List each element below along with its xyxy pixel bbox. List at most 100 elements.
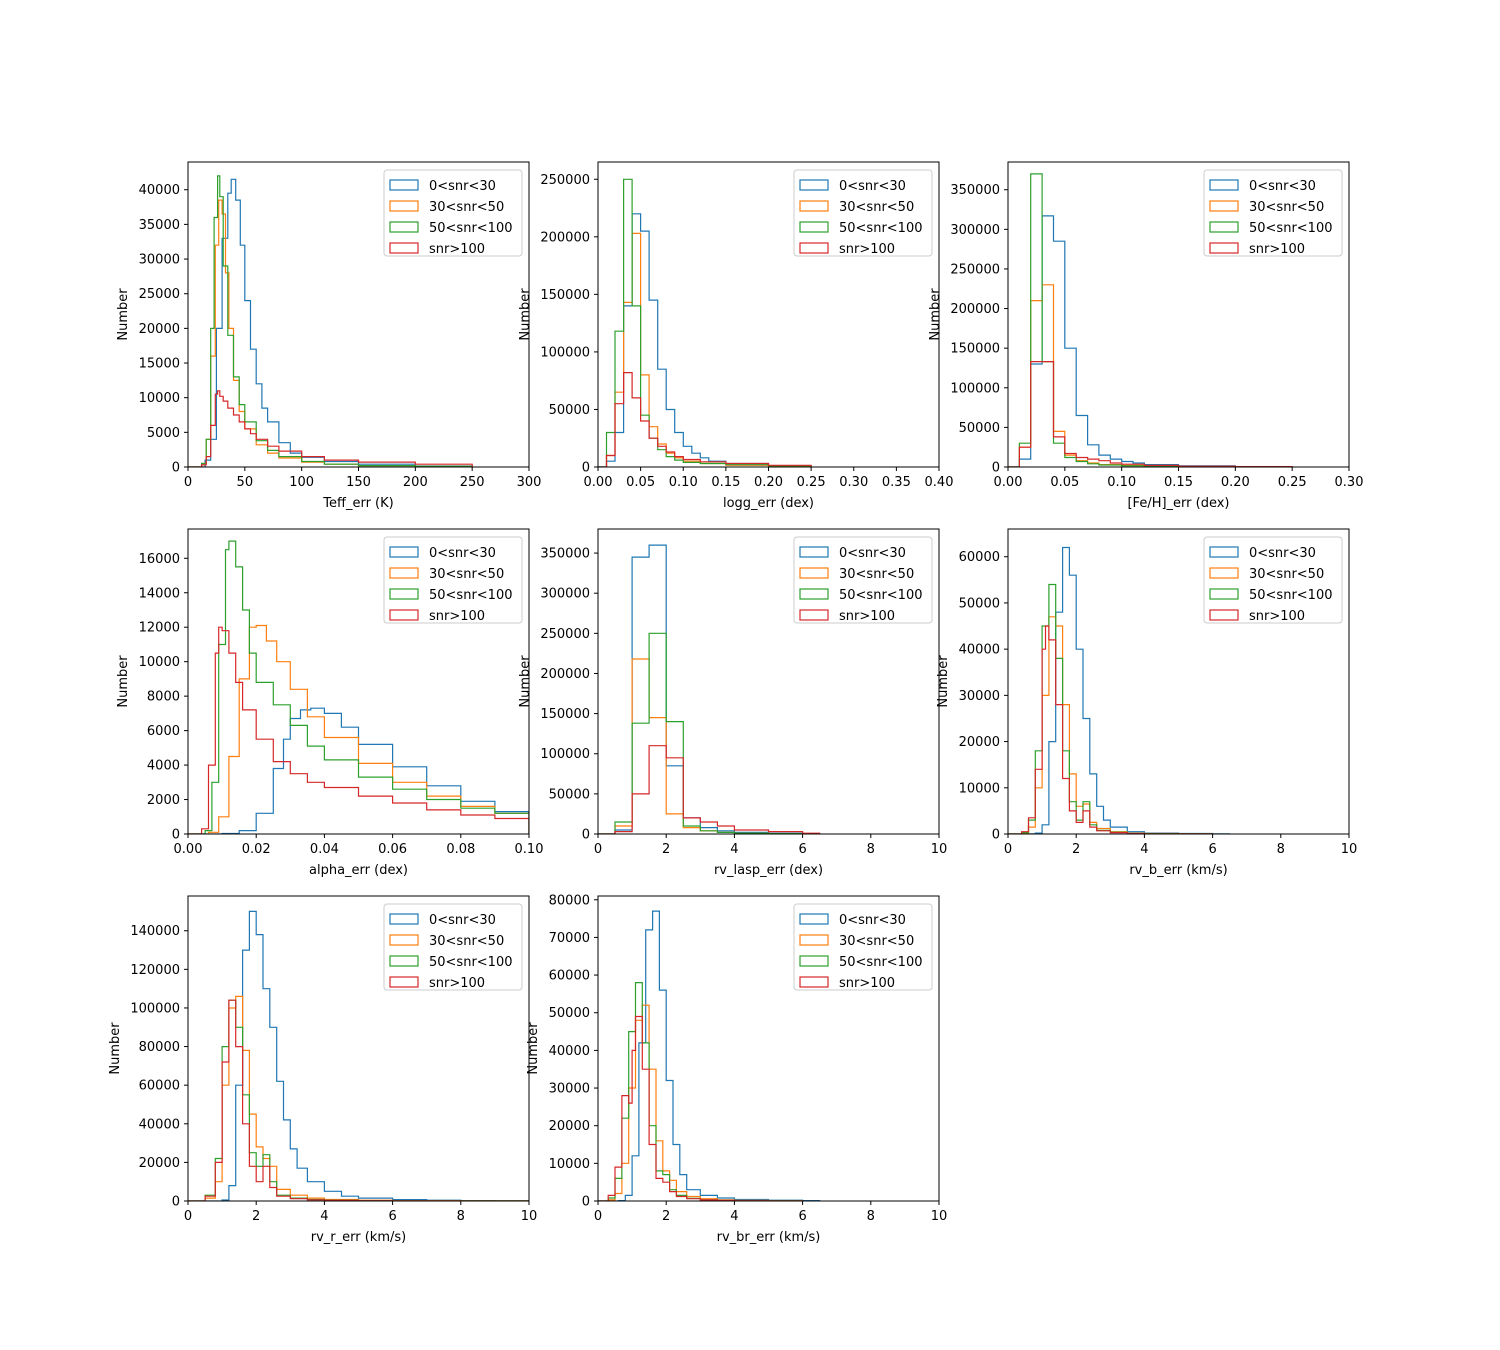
y-tick-label: 200000 — [540, 230, 590, 245]
legend-entry-label: 30<snr<50 — [1249, 567, 1324, 582]
y-tick-label: 0 — [582, 1195, 590, 1210]
legend-entry-label: snr>100 — [839, 609, 895, 624]
legend-swatch — [389, 588, 419, 600]
y-tick-label: 35000 — [139, 218, 180, 233]
x-tick-label: 0.10 — [515, 842, 544, 857]
legend-frame — [793, 903, 933, 991]
x-tick-label: 0.00 — [994, 475, 1023, 490]
x-tick-label: 6 — [388, 1209, 396, 1224]
x-tick-label: 0.15 — [711, 475, 740, 490]
series-line-4 — [598, 1015, 804, 1201]
legend-entry-label: 30<snr<50 — [1249, 200, 1324, 215]
legend: 0<snr<30 30<snr<50 50<snr<100 snr>100 — [383, 903, 523, 991]
x-tick-label: 0.02 — [242, 842, 271, 857]
y-tick-label: 60000 — [139, 1079, 180, 1094]
legend-entry-label: snr>100 — [429, 609, 485, 624]
y-tick-label: 14000 — [139, 586, 180, 601]
series-line-4 — [188, 999, 529, 1201]
legend: 0<snr<30 30<snr<50 50<snr<100 snr>100 — [1203, 536, 1343, 624]
x-tick-label: 0.10 — [669, 475, 698, 490]
y-tick-label: 50000 — [549, 787, 590, 802]
y-tick-label: 10000 — [139, 655, 180, 670]
legend-entry-label: 50<snr<100 — [429, 221, 513, 236]
y-tick-label: 50000 — [959, 596, 1000, 611]
legend-swatch — [1209, 242, 1239, 254]
y-tick-label: 0 — [992, 461, 1000, 476]
legend: 0<snr<30 30<snr<50 50<snr<100 snr>100 — [793, 169, 933, 257]
axes-frame — [187, 895, 530, 1202]
legend-entry-label: 30<snr<50 — [429, 934, 504, 949]
y-tick-label: 20000 — [139, 1156, 180, 1171]
legend-entry-label: 50<snr<100 — [429, 588, 513, 603]
x-tick-label: 0.00 — [174, 842, 203, 857]
legend-entry-label: 30<snr<50 — [429, 200, 504, 215]
legend: 0<snr<30 30<snr<50 50<snr<100 snr>100 — [383, 169, 523, 257]
y-axis-label: Number — [928, 288, 943, 341]
y-tick-label: 15000 — [139, 357, 180, 372]
x-tick-label: 6 — [798, 1209, 806, 1224]
legend-frame — [383, 536, 523, 624]
x-tick-label: 2 — [252, 1209, 260, 1224]
x-tick-label: 300 — [517, 475, 542, 490]
y-tick-label: 100000 — [950, 381, 1000, 396]
series-line-3 — [1008, 583, 1214, 834]
series-line-1 — [1008, 215, 1293, 467]
y-tick-label: 20000 — [549, 1119, 590, 1134]
x-tick-label: 8 — [1277, 842, 1285, 857]
series-line-2 — [1008, 284, 1293, 467]
y-tick-label: 10000 — [959, 781, 1000, 796]
series-line-1 — [598, 910, 821, 1201]
legend-frame — [1203, 536, 1343, 624]
series-line-4 — [1008, 361, 1293, 467]
y-axis-label: Number — [518, 655, 533, 708]
x-tick-label: 6 — [1208, 842, 1216, 857]
y-tick-label: 250000 — [540, 627, 590, 642]
y-tick-label: 80000 — [549, 893, 590, 908]
y-tick-label: 250000 — [950, 262, 1000, 277]
legend-entry-label: 50<snr<100 — [1249, 588, 1333, 603]
legend-swatch — [389, 200, 419, 212]
legend-swatch — [1209, 221, 1239, 233]
legend-swatch — [799, 976, 829, 988]
y-axis-label: Number — [936, 655, 951, 708]
series-line-3 — [598, 632, 821, 834]
legend-swatch — [389, 609, 419, 621]
legend-entry-label: snr>100 — [839, 976, 895, 991]
legend-swatch — [1209, 200, 1239, 212]
series-line-1 — [1008, 546, 1231, 834]
x-axis-label: logg_err (dex) — [723, 496, 814, 511]
x-tick-label: 250 — [460, 475, 485, 490]
x-tick-label: 4 — [320, 1209, 328, 1224]
series-line-4 — [188, 626, 529, 834]
subplot-7: 0 2 4 6 8 10 0 20000 40000 60000 80000 100000 120000… — [108, 895, 537, 1245]
legend-entry-label: snr>100 — [1249, 609, 1305, 624]
y-tick-label: 10000 — [549, 1157, 590, 1172]
legend-entry-label: 0<snr<30 — [839, 179, 906, 194]
legend-entry-label: 0<snr<30 — [1249, 546, 1316, 561]
legend-entry-label: 30<snr<50 — [839, 934, 914, 949]
series-line-1 — [598, 544, 821, 834]
legend-frame — [793, 536, 933, 624]
x-tick-label: 0 — [594, 1209, 602, 1224]
legend-swatch — [799, 242, 829, 254]
legend: 0<snr<30 30<snr<50 50<snr<100 snr>100 — [793, 903, 933, 991]
series-line-4 — [188, 390, 473, 467]
legend-entry-label: 50<snr<100 — [839, 955, 923, 970]
y-axis-label: Number — [526, 1022, 541, 1075]
y-axis-label: Number — [116, 288, 131, 341]
x-tick-label: 0.05 — [626, 475, 655, 490]
y-tick-label: 6000 — [147, 724, 180, 739]
legend-swatch — [799, 179, 829, 191]
subplot-3: 0.00 0.05 0.10 0.15 0.20 0.25 0.30 0 50000 100000… — [928, 161, 1363, 511]
series-line-4 — [1008, 625, 1214, 834]
legend-swatch — [799, 221, 829, 233]
x-tick-label: 0 — [184, 1209, 192, 1224]
x-tick-label: 0.25 — [1278, 475, 1307, 490]
subplot-2: 0.00 0.05 0.10 0.15 0.20 0.25 0.30 0.35 0.40 0 500… — [518, 161, 953, 511]
legend-swatch — [1209, 179, 1239, 191]
legend-swatch — [389, 221, 419, 233]
legend-entry-label: snr>100 — [1249, 242, 1305, 257]
y-tick-label: 140000 — [130, 924, 180, 939]
legend-entry-label: snr>100 — [839, 242, 895, 257]
